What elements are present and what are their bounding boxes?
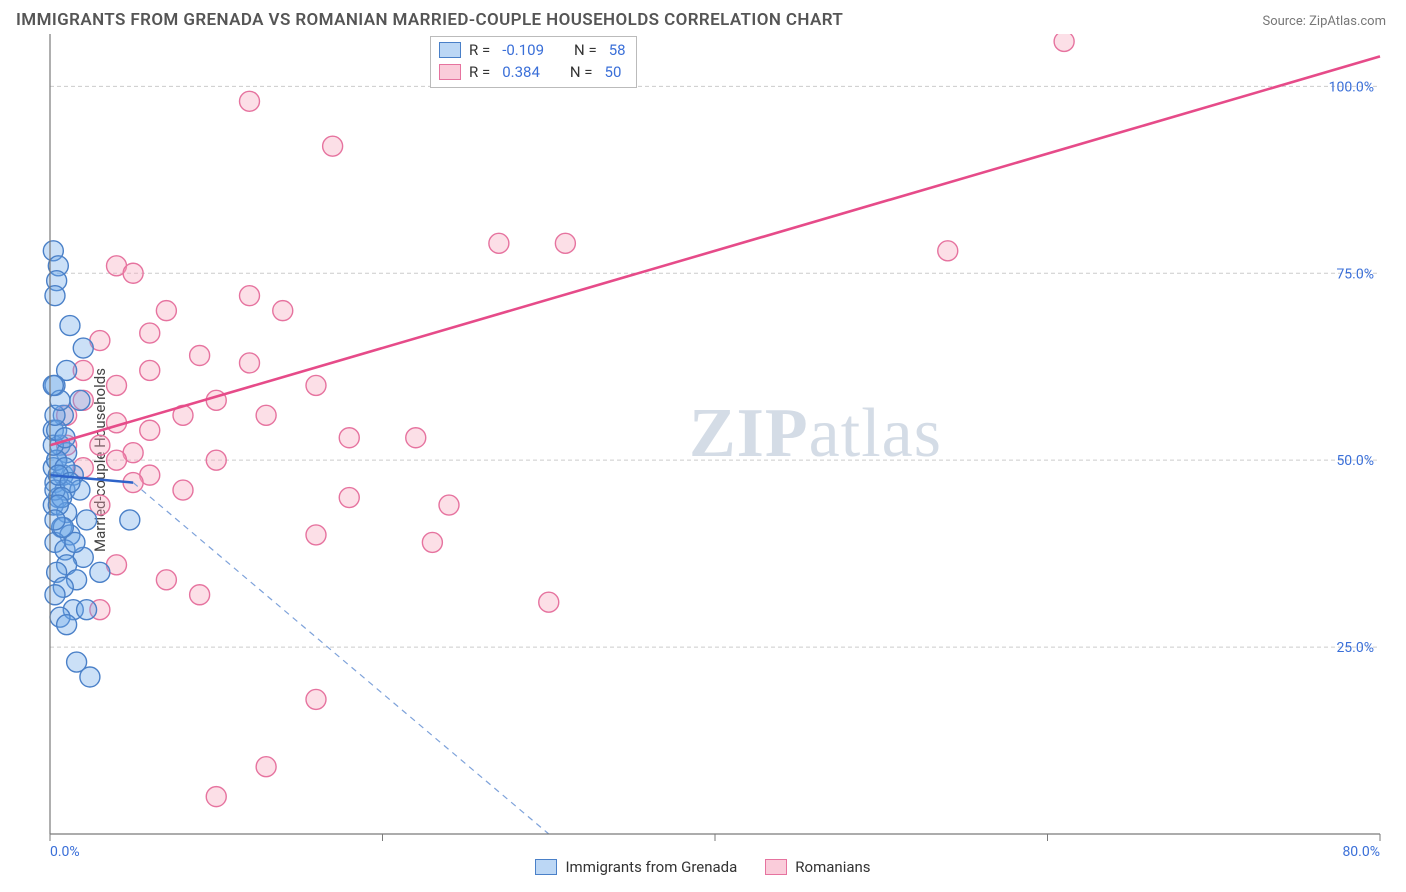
legend-r-label: R = (469, 39, 490, 61)
legend-n-blue: 58 (609, 39, 626, 61)
scatter-plot-svg: 25.0%50.0%75.0%100.0%0.0%80.0% (0, 34, 1406, 886)
legend-swatch-pink (765, 859, 787, 875)
source-label: Source: ZipAtlas.com (1262, 14, 1386, 29)
legend-r-blue: -0.109 (502, 39, 544, 61)
legend-swatch-blue (439, 42, 461, 58)
legend-r-pink: 0.384 (502, 61, 540, 83)
legend-swatch-pink (439, 64, 461, 80)
legend-n-pink: 50 (605, 61, 622, 83)
series-legend: Immigrants from Grenada Romanians (0, 858, 1406, 876)
svg-text:100.0%: 100.0% (1329, 79, 1374, 95)
legend-r-label: R = (469, 61, 490, 83)
svg-text:50.0%: 50.0% (1336, 453, 1374, 469)
svg-text:25.0%: 25.0% (1336, 640, 1374, 656)
chart-area: Married-couple Households 25.0%50.0%75.0… (0, 34, 1406, 886)
svg-text:75.0%: 75.0% (1336, 266, 1374, 282)
legend-n-label: N = (574, 39, 597, 61)
legend-n-label: N = (570, 61, 593, 83)
legend-swatch-blue (535, 859, 557, 875)
legend-label-pink: Romanians (795, 858, 870, 876)
correlation-legend: R = -0.109 N = 58 R = 0.384 N = 50 (430, 36, 637, 88)
legend-label-blue: Immigrants from Grenada (565, 858, 737, 876)
chart-title: IMMIGRANTS FROM GRENADA VS ROMANIAN MARR… (16, 10, 843, 30)
